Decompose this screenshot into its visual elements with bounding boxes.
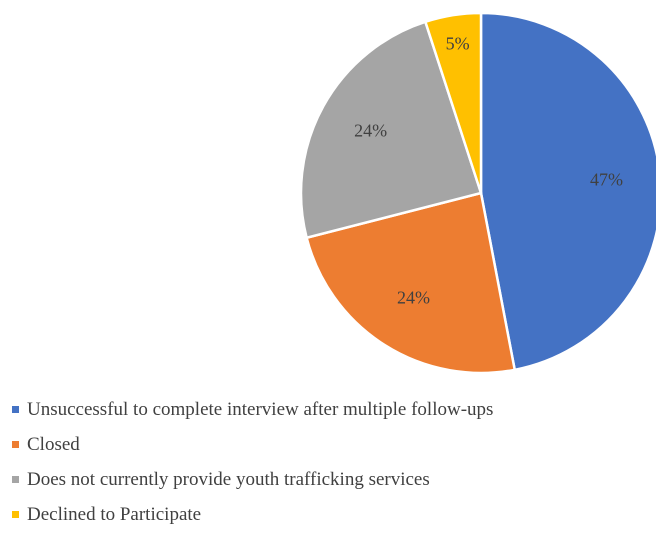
- legend-swatch: [12, 476, 19, 483]
- legend-label: Does not currently provide youth traffic…: [27, 468, 430, 490]
- legend-swatch: [12, 511, 19, 518]
- slice-labels: 47% 24% 24% 5%: [354, 34, 623, 308]
- slice-data-label: 5%: [446, 34, 470, 54]
- pie-slices: [299, 11, 656, 375]
- pie-chart: 47% 24% 24% 5%: [299, 11, 656, 375]
- legend-item: Does not currently provide youth traffic…: [12, 462, 493, 497]
- legend-item: Closed: [12, 427, 493, 462]
- slice-data-label: 24%: [354, 120, 387, 140]
- legend-label: Closed: [27, 433, 80, 455]
- legend-label: Unsuccessful to complete interview after…: [27, 398, 494, 420]
- slice-data-label: 47%: [590, 169, 623, 189]
- pie-slice: [299, 20, 483, 240]
- legend: Unsuccessful to complete interview after…: [12, 392, 493, 532]
- legend-swatch: [12, 406, 19, 413]
- legend-item: Declined to Participate: [12, 497, 493, 532]
- slice-data-label: 24%: [397, 288, 430, 308]
- legend-label: Declined to Participate: [27, 503, 202, 525]
- pie-slice: [305, 191, 517, 375]
- legend-swatch: [12, 441, 19, 448]
- pie-slice: [423, 11, 483, 194]
- pie-slice: [479, 11, 656, 372]
- legend-item: Unsuccessful to complete interview after…: [12, 392, 493, 427]
